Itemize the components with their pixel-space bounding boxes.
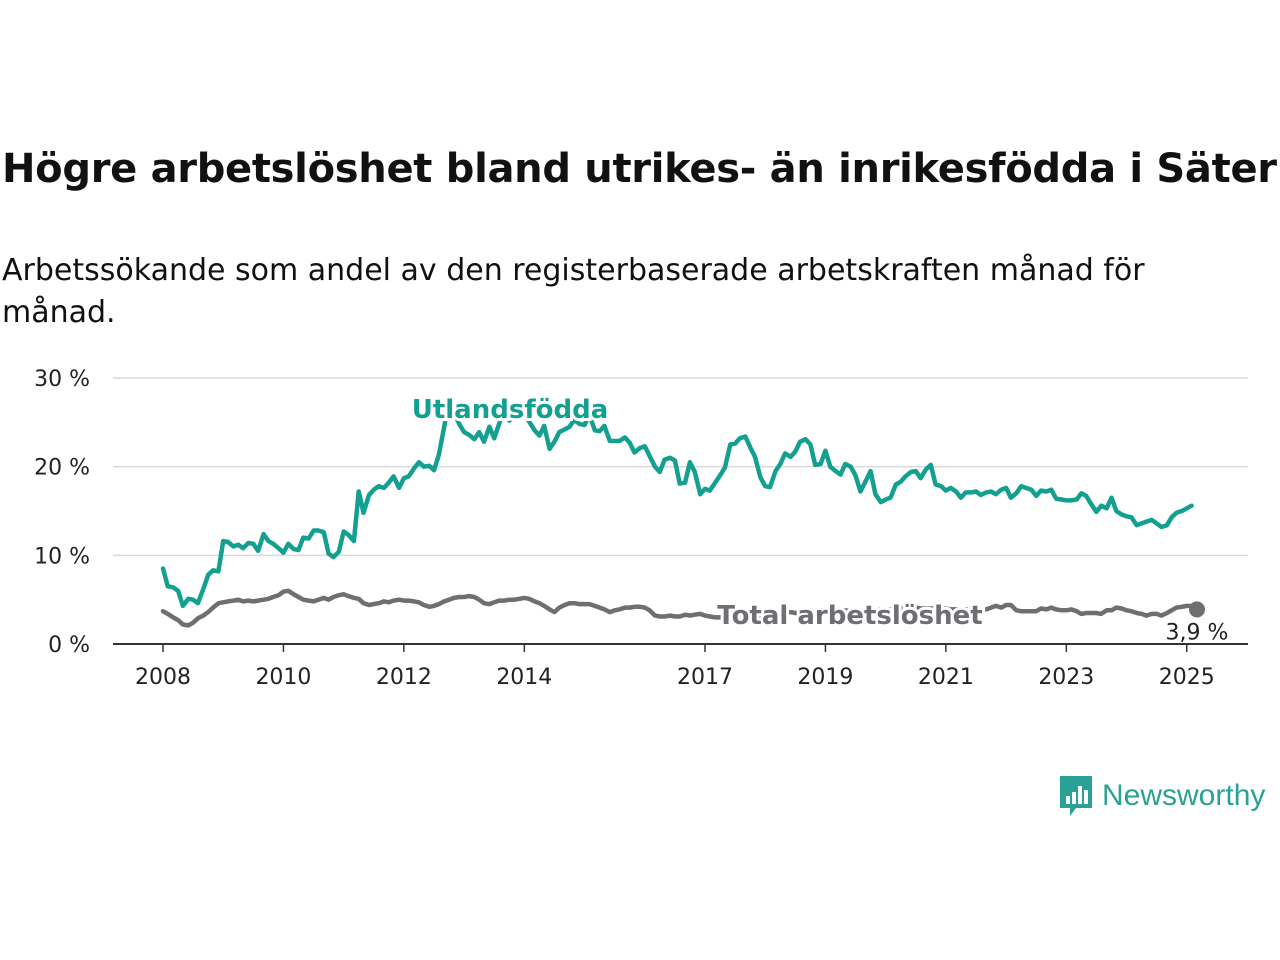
series-lines [160, 397, 1200, 628]
newsworthy-logo-text: Newsworthy [1102, 779, 1266, 812]
series-labels: Utlandsfödda Total arbetslöshet 3,9 % [409, 392, 1229, 645]
x-tick-label: 2014 [496, 665, 552, 690]
newsworthy-logo-icon [1060, 776, 1092, 816]
series-line-total [160, 588, 1200, 628]
y-tick-label: 10 % [34, 544, 90, 569]
chart-subtitle: Arbetssökande som andel av den registerb… [2, 253, 1145, 330]
series-line-utlandsfodda [160, 397, 1194, 609]
x-tick-label: 2012 [376, 665, 432, 690]
series-label-utlandsfodda: Utlandsfödda [412, 395, 609, 425]
series-label-total: Total arbetslöshet [717, 601, 982, 631]
x-tick-label: 2021 [918, 665, 974, 690]
x-tick-label: 2017 [677, 665, 733, 690]
y-tick-label: 20 % [34, 456, 90, 481]
x-axis-ticks: 2008 2010 2012 2014 2017 2019 2021 2023 2025 [135, 644, 1215, 690]
x-tick-label: 2019 [797, 665, 853, 690]
x-tick-label: 2023 [1038, 665, 1094, 690]
end-value-label: 3,9 % [1166, 620, 1229, 645]
y-tick-label: 0 % [48, 633, 90, 658]
chart-title: Högre arbetslöshet bland utrikes- än inr… [2, 146, 1277, 192]
end-point-marker [1189, 601, 1205, 618]
x-tick-label: 2008 [135, 665, 191, 690]
x-tick-label: 2025 [1159, 665, 1215, 690]
y-axis-ticks: 0 % 10 % 20 % 30 % [34, 367, 90, 658]
y-tick-label: 30 % [34, 367, 90, 392]
x-tick-label: 2010 [255, 665, 311, 690]
newsworthy-logo: Newsworthy [1058, 774, 1265, 818]
line-chart: 0 % 10 % 20 % 30 % 2008 2010 2012 2014 2017 2019… [34, 367, 1248, 690]
gridlines [113, 377, 1248, 645]
